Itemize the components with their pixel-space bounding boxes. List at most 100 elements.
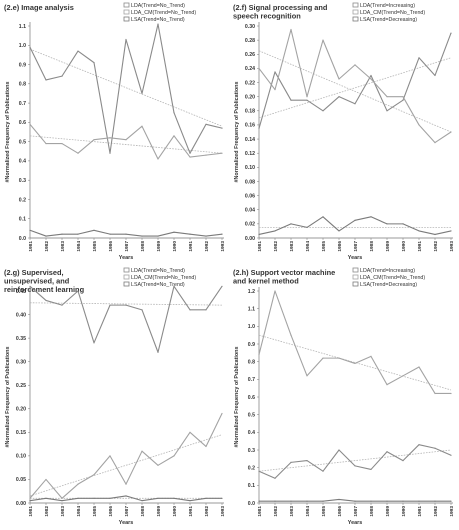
series-point bbox=[221, 497, 223, 499]
x-tick-label: 1981 bbox=[28, 241, 34, 252]
series-point bbox=[29, 500, 31, 502]
x-tick-label: 1988 bbox=[140, 241, 146, 252]
y-tick-label: 0.0 bbox=[248, 501, 255, 507]
x-tick-label: 1982 bbox=[44, 506, 50, 517]
x-tick-label: 1993 bbox=[449, 506, 455, 517]
series-point bbox=[402, 375, 404, 377]
series-point bbox=[290, 500, 292, 502]
series-point bbox=[61, 497, 63, 499]
series-point bbox=[173, 285, 175, 287]
series-point bbox=[125, 495, 127, 497]
chart-legend: LDA(Trend=Increasing)LDA_CM(Trend=No_Tre… bbox=[352, 267, 425, 288]
x-tick-label: 1983 bbox=[289, 506, 295, 517]
x-tick-label: 1981 bbox=[257, 241, 263, 252]
series-point bbox=[322, 39, 324, 41]
x-tick-label: 1991 bbox=[188, 241, 194, 252]
series-point bbox=[354, 465, 356, 467]
y-axis-title: #Normalized Frequency of Publications bbox=[234, 82, 240, 183]
series-point bbox=[221, 127, 223, 129]
y-tick-label: 0.20 bbox=[245, 94, 255, 100]
y-tick-label: 0.05 bbox=[16, 477, 26, 483]
series-point bbox=[45, 142, 47, 145]
series-point bbox=[173, 112, 175, 114]
series-point bbox=[125, 38, 127, 41]
x-axis-title: Years bbox=[119, 520, 133, 526]
x-axis-title: Years bbox=[348, 520, 362, 526]
series-line bbox=[258, 444, 452, 479]
series-point bbox=[29, 285, 31, 287]
chart-legend: LDA(Trend=No_Trend)LDA_CM(Trend=No_Trend… bbox=[123, 2, 196, 23]
legend-swatch bbox=[352, 16, 359, 22]
y-tick-label: 1.0 bbox=[19, 43, 26, 49]
series-point bbox=[109, 455, 111, 457]
x-tick-label: 1989 bbox=[156, 241, 162, 252]
series-point bbox=[274, 290, 276, 292]
series-point bbox=[77, 50, 79, 52]
series-line bbox=[258, 290, 451, 395]
y-tick-label: 0.15 bbox=[16, 430, 26, 436]
series-point bbox=[402, 500, 404, 502]
legend-swatch bbox=[123, 267, 130, 273]
series-point bbox=[157, 351, 159, 353]
series-point bbox=[354, 64, 356, 66]
y-tick-label: 0.1 bbox=[19, 217, 26, 223]
y-tick-label: 0.6 bbox=[248, 395, 255, 401]
series-point bbox=[386, 451, 388, 453]
y-tick-label: 0.25 bbox=[16, 383, 26, 389]
x-axis-title: Years bbox=[119, 255, 133, 261]
x-tick-label: 1983 bbox=[289, 241, 295, 252]
legend-swatch bbox=[352, 274, 359, 280]
series-point bbox=[418, 444, 420, 446]
series-point bbox=[221, 233, 223, 235]
series-point bbox=[290, 334, 292, 336]
series-point bbox=[109, 304, 111, 306]
x-tick-label: 1985 bbox=[92, 506, 98, 517]
y-tick-label: 0.12 bbox=[245, 151, 255, 157]
series-point bbox=[274, 89, 276, 91]
series-point bbox=[221, 412, 223, 415]
y-tick-label: 0.40 bbox=[16, 312, 26, 318]
y-tick-label: 1.0 bbox=[248, 324, 255, 330]
chart-title-line: (2.g) Supervised, bbox=[4, 268, 64, 277]
chart-title: (2.h) Support vector machine and kernel m… bbox=[233, 268, 335, 286]
series-point bbox=[61, 75, 63, 77]
series-point bbox=[141, 125, 143, 127]
series-point bbox=[338, 357, 340, 359]
chart-title: (2.e) Image analysis bbox=[4, 3, 74, 12]
series-point bbox=[290, 223, 292, 225]
series-point bbox=[93, 497, 95, 499]
chart-title-line: and kernel method bbox=[233, 277, 299, 286]
y-tick-label: 0.4 bbox=[248, 430, 255, 436]
series-line bbox=[29, 413, 223, 499]
series-point bbox=[306, 96, 308, 98]
series-point bbox=[189, 156, 191, 158]
series-point bbox=[173, 455, 175, 457]
series-point bbox=[173, 231, 175, 233]
chart-title-line: unsupervised, and bbox=[4, 277, 70, 286]
y-tick-label: 0.5 bbox=[19, 139, 26, 145]
series-point bbox=[221, 152, 223, 154]
y-tick-label: 0.7 bbox=[248, 377, 255, 383]
y-tick-label: 0.00 bbox=[16, 501, 26, 507]
series-point bbox=[189, 152, 191, 154]
series-point bbox=[61, 500, 63, 502]
series-point bbox=[450, 230, 452, 232]
series-point bbox=[157, 158, 159, 160]
series-point bbox=[29, 229, 31, 231]
series-point bbox=[45, 497, 47, 499]
chart-legend: LDA(Trend=Increasing)LDA_CM(Trend=No_Tre… bbox=[352, 2, 425, 23]
series-point bbox=[29, 497, 31, 499]
y-tick-label: 0.1 bbox=[248, 483, 255, 489]
x-tick-label: 1983 bbox=[60, 506, 66, 517]
chart-title: (2.g) Supervised, unsupervised, and reinfo… bbox=[4, 268, 85, 294]
series-point bbox=[434, 500, 436, 502]
x-tick-label: 1989 bbox=[385, 506, 391, 517]
x-tick-label: 1992 bbox=[433, 241, 439, 252]
series-point bbox=[386, 223, 388, 225]
series-point bbox=[450, 392, 452, 395]
chart-panel-3: (2.g) Supervised, unsupervised, and reinfo… bbox=[0, 265, 229, 530]
x-tick-label: 1984 bbox=[76, 506, 82, 517]
series-point bbox=[386, 384, 388, 386]
series-point bbox=[258, 470, 260, 472]
series-point bbox=[402, 99, 404, 101]
